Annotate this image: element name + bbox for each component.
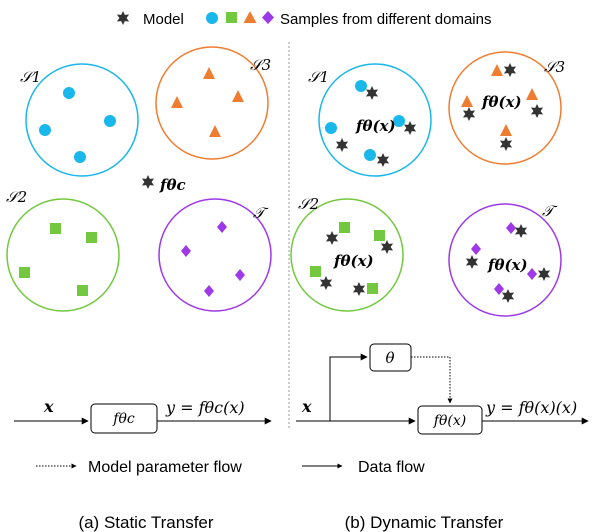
- data-flow-legend-label: Data flow: [358, 459, 425, 476]
- dynamic-t-sample: [527, 268, 537, 280]
- dynamic-s2-label: 𝒮2: [298, 195, 319, 213]
- dynamic-s1-model-star-icon: [335, 138, 349, 152]
- dynamic-s2-model-star-icon: [352, 282, 366, 296]
- static-input-x: x: [43, 397, 54, 416]
- dynamic-s3-sample: [491, 64, 503, 76]
- dynamic-s1-model-star-icon: [376, 153, 390, 167]
- dynamic-domain-s1-circle: [318, 63, 432, 177]
- dynamic-output-formula: y = fθ(x)(x): [485, 398, 577, 417]
- static-s3-sample: [203, 67, 215, 79]
- static-s2-sample: [19, 267, 30, 278]
- static-model-box-label: fθc: [112, 411, 135, 427]
- dynamic-s3-sample: [461, 95, 473, 107]
- static-s3-sample: [171, 96, 183, 108]
- static-model-box: [90, 403, 158, 434]
- dynamic-model-box: [417, 405, 483, 435]
- static-s2-sample: [50, 223, 61, 234]
- dynamic-t-label: 𝒯: [542, 202, 558, 220]
- static-caption: (a) Static Transfer: [78, 513, 213, 532]
- dynamic-t-sample: [494, 283, 504, 295]
- dynamic-s3-model-star-icon: [503, 63, 517, 77]
- dynamic-input-x: x: [301, 397, 312, 416]
- dynamic-s3-model-star-icon: [530, 104, 544, 118]
- static-t-sample: [217, 221, 227, 233]
- dynamic-domain-t-circle: [448, 203, 562, 317]
- legend-samples-label: Samples from different domains: [280, 11, 492, 28]
- static-s1-label: 𝒮1: [20, 68, 41, 86]
- legend-circle-icon: [206, 12, 218, 24]
- static-output-formula: y = fθc(x): [165, 398, 245, 417]
- static-model-label: fθc: [159, 176, 186, 194]
- dynamic-t-model-star-icon: [501, 289, 515, 303]
- dynamic-caption: (b) Dynamic Transfer: [345, 513, 504, 532]
- dynamic-s2-model-star-icon: [325, 231, 339, 245]
- param-flow-legend-label: Model parameter flow: [88, 459, 242, 476]
- dynamic-s2-model-label: fθ(x): [333, 252, 374, 270]
- static-panel: 𝒮1 𝒮3 𝒮2 𝒯 fθc x fθc y = fθc(x): [6, 46, 272, 434]
- dynamic-t-model-label: fθ(x): [487, 256, 528, 274]
- static-domain-t-circle: [158, 198, 272, 312]
- dynamic-t-model-star-icon: [537, 267, 551, 281]
- legend-diamond-icon: [262, 11, 274, 24]
- dynamic-s2-model-star-icon: [319, 276, 333, 290]
- dynamic-s1-label: 𝒮1: [308, 68, 329, 86]
- dynamic-s3-model-star-icon: [462, 107, 476, 121]
- dynamic-model-box-label: fθ(x): [433, 413, 466, 429]
- static-domain-s3-circle: [155, 46, 269, 160]
- static-t-sample: [235, 269, 245, 281]
- dynamic-s3-sample: [500, 124, 512, 136]
- legend-model-star-icon: [116, 11, 130, 25]
- static-t-sample: [204, 285, 214, 297]
- static-s2-label: 𝒮2: [6, 188, 27, 206]
- dynamic-s2-sample: [310, 266, 321, 277]
- static-s3-sample: [209, 125, 221, 137]
- static-domain-s2-circle: [6, 198, 120, 312]
- dynamic-s1-model-star-icon: [365, 86, 379, 100]
- static-s2-sample: [77, 285, 88, 296]
- dynamic-s3-model-star-icon: [499, 137, 513, 151]
- dynamic-s3-label: 𝒮3: [544, 58, 565, 76]
- dynamic-s1-sample: [393, 115, 405, 127]
- dynamic-t-sample: [506, 222, 516, 234]
- dynamic-domain-s3-circle: [448, 51, 562, 165]
- dynamic-s1-model-label: fθ(x): [355, 117, 396, 135]
- top-legend: Model Samples from different domains: [116, 11, 492, 28]
- static-domain-s1-circle: [25, 63, 139, 177]
- dynamic-s3-model-label: fθ(x): [481, 93, 522, 111]
- dynamic-s2-sample: [367, 283, 378, 294]
- dynamic-domain-s2-circle: [290, 198, 404, 312]
- dynamic-s1-model-star-icon: [403, 121, 417, 135]
- static-s1-sample: [63, 87, 75, 99]
- dynamic-flow-branch-up: [329, 353, 368, 421]
- static-s1-sample: [104, 115, 116, 127]
- static-t-label: 𝒯: [253, 204, 269, 222]
- legend-triangle-icon: [243, 11, 257, 23]
- legend-square-icon: [226, 12, 237, 23]
- dynamic-t-model-star-icon: [514, 224, 528, 238]
- dynamic-t-sample: [471, 243, 481, 255]
- static-s2-sample: [86, 232, 97, 243]
- static-s1-sample: [74, 151, 86, 163]
- dynamic-theta-label: θ: [385, 349, 394, 367]
- dynamic-s2-sample: [339, 222, 350, 233]
- static-s3-label: 𝒮3: [250, 56, 271, 74]
- dynamic-s1-sample: [364, 149, 376, 161]
- dynamic-s1-sample: [325, 122, 337, 134]
- dynamic-s1-sample: [355, 80, 367, 92]
- dynamic-s2-model-star-icon: [380, 240, 394, 254]
- static-s3-sample: [232, 90, 244, 102]
- bottom-legend: Model parameter flow Data flow: [36, 459, 425, 476]
- dynamic-panel: fθ(x) fθ(x) fθ(x) fθ(x) 𝒮1 𝒮3: [290, 51, 589, 435]
- static-model-star-icon: [141, 175, 155, 189]
- static-t-sample: [181, 245, 191, 257]
- legend-model-label: Model: [143, 11, 184, 28]
- dynamic-s3-sample: [526, 88, 538, 100]
- dynamic-param-flow-line: [411, 356, 453, 404]
- dynamic-t-model-star-icon: [465, 255, 479, 269]
- dynamic-s2-sample: [374, 230, 385, 241]
- static-s1-sample: [39, 124, 51, 136]
